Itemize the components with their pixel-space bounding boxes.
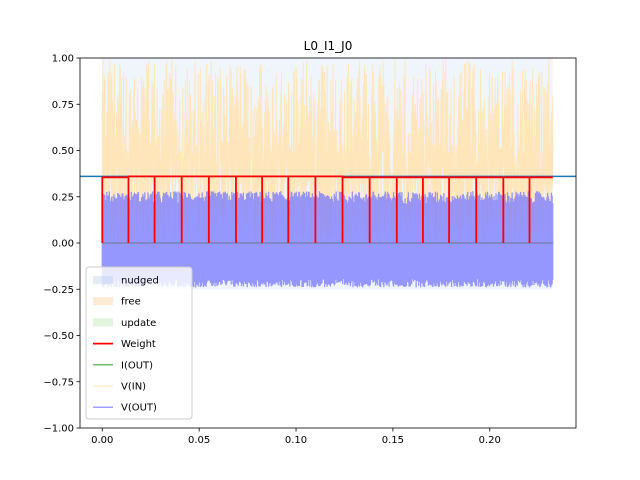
legend-swatch (93, 318, 113, 327)
x-tick-label: 0.05 (188, 435, 210, 446)
legend-label: V(IN) (121, 382, 146, 393)
y-tick-label: 1.00 (52, 54, 74, 65)
legend-label: free (121, 297, 141, 308)
x-tick-label: 0.10 (285, 435, 307, 446)
y-tick-label: −1.00 (43, 424, 74, 435)
chart-title: L0_I1_J0 (304, 39, 353, 53)
legend-swatch (93, 276, 113, 284)
legend-label: V(OUT) (121, 403, 157, 414)
y-tick-label: 0.25 (52, 192, 74, 203)
x-tick-label: 0.20 (479, 435, 501, 446)
legend-label: nudged (121, 276, 159, 287)
x-tick-label: 0.15 (382, 435, 404, 446)
legend: nudged free update Weight I(OUT) V(IN) V(OUT) (85, 266, 193, 420)
axes: 0.00 0.05 0.10 0.15 0.20 −1.00 −0.75 −0.50 −0.25… (43, 54, 577, 446)
legend-box (85, 266, 193, 420)
y-tick-label: −0.75 (43, 377, 74, 388)
legend-label: update (121, 318, 156, 329)
plot-area (80, 58, 576, 290)
series-v-in (101, 58, 554, 243)
y-tick-label: 0.75 (52, 100, 74, 111)
y-tick-label: 0.00 (52, 239, 74, 250)
x-tick-label: 0.00 (91, 435, 113, 446)
legend-label: I(OUT) (121, 360, 153, 371)
legend-label: Weight (121, 339, 156, 350)
legend-swatch (93, 297, 113, 306)
y-tick-label: −0.50 (43, 331, 74, 342)
y-tick-label: 0.50 (52, 146, 74, 157)
series-weight (101, 175, 553, 243)
y-tick-label: −0.25 (43, 285, 74, 296)
